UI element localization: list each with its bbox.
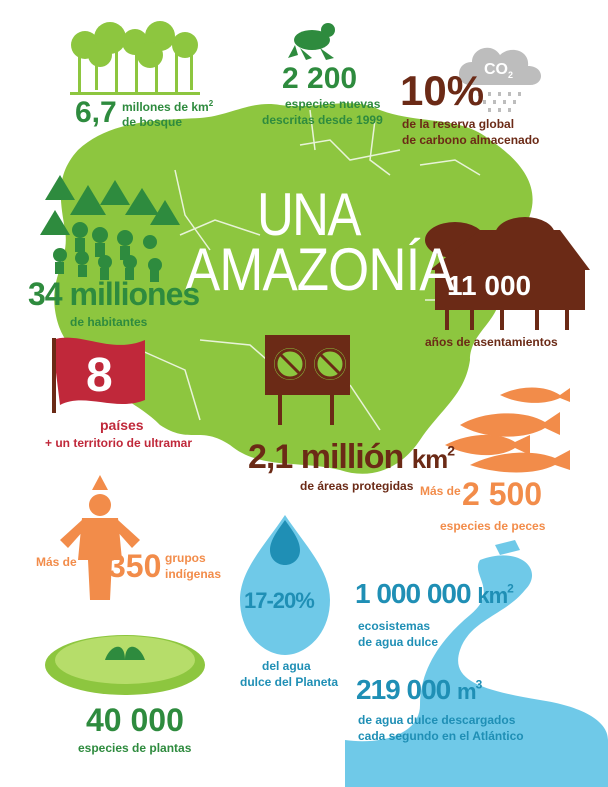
settlements-value: 11 000 xyxy=(447,270,532,301)
inhabitants-value: 34 milliones xyxy=(28,276,200,312)
river-icon xyxy=(345,540,608,787)
freshwater-label2: de agua dulce xyxy=(358,635,439,649)
plants-value: 40 000 xyxy=(86,702,184,738)
protected-number: 2,1 millión xyxy=(248,438,404,476)
title-line2: AMAZONÍA xyxy=(185,236,455,303)
discharge-sup: 3 xyxy=(475,677,483,692)
countries-label2: + un territorio de ultramar xyxy=(45,436,193,450)
title-line1: UNA xyxy=(257,181,361,248)
indigenous-label2: indígenas xyxy=(165,567,222,581)
freshwater-label1: ecosistemas xyxy=(358,619,431,633)
indigenous-person-icon xyxy=(60,475,140,600)
protected-value: 2,1 millión km2 xyxy=(248,438,455,476)
carbon-label2: de carbono almacenado xyxy=(402,133,540,147)
co2-cloud-icon xyxy=(458,47,542,112)
protected-unit: km xyxy=(411,444,449,474)
species-label1: especies nuevas xyxy=(285,97,381,111)
freshwater-value: 1 000 000 km2 xyxy=(355,578,514,609)
forest-label1-text: millones de km xyxy=(122,100,209,114)
discharge-number: 219 000 xyxy=(356,674,451,705)
water-drop-icon xyxy=(240,515,330,655)
water-label1: del agua xyxy=(262,659,311,673)
no-hunting-sign-icon xyxy=(265,335,350,425)
carbon-value: 10% xyxy=(400,67,485,114)
people-forest-icon xyxy=(40,175,180,282)
fish-icon xyxy=(445,387,570,473)
protected-label: de áreas protegidas xyxy=(300,479,414,493)
countries-label1: países xyxy=(100,417,144,433)
amazon-map xyxy=(54,103,533,474)
hut-icon xyxy=(425,217,590,330)
forest-sup: 2 xyxy=(208,99,214,108)
inhabitants-label: de habitantes xyxy=(70,315,148,329)
freshwater-unit: km xyxy=(477,583,508,608)
carbon-label1: de la reserva global xyxy=(402,117,515,131)
indigenous-value: 350 xyxy=(108,548,162,584)
co2-text: CO xyxy=(484,61,508,78)
freshwater-sup: 2 xyxy=(507,581,514,596)
forest-label1: millones de km2 xyxy=(122,99,214,114)
protected-sup: 2 xyxy=(447,442,455,459)
countries-value: 8 xyxy=(86,349,113,402)
water-label2: dulce del Planeta xyxy=(240,675,339,689)
discharge-label1: de agua dulce descargados xyxy=(358,713,516,727)
indigenous-prefix: Más de xyxy=(36,555,77,569)
fish-label: especies de peces xyxy=(440,519,546,533)
species-value: 2 200 xyxy=(282,62,358,95)
plants-label: especies de plantas xyxy=(78,741,192,755)
water-value: 17-20% xyxy=(244,588,315,613)
settlements-label: años de asentamientos xyxy=(425,335,558,349)
discharge-value: 219 000 m3 xyxy=(356,674,483,705)
fish-prefix: Más de xyxy=(420,484,461,498)
fish-value: 2 500 xyxy=(462,476,543,512)
tree-icon xyxy=(70,21,200,95)
co2-cloud-label: CO2 xyxy=(484,62,513,80)
co2-sub: 2 xyxy=(508,70,514,81)
freshwater-number: 1 000 000 xyxy=(355,578,472,609)
flag-icon xyxy=(52,337,145,413)
indigenous-label1: grupos xyxy=(165,551,206,565)
discharge-label2: cada segundo en el Atlántico xyxy=(358,729,524,743)
water-lily-icon xyxy=(45,635,205,695)
frog-icon xyxy=(288,23,335,60)
discharge-unit: m xyxy=(457,679,477,704)
forest-label2: de bosque xyxy=(122,115,183,129)
species-label2: descritas desde 1999 xyxy=(262,113,383,127)
forest-value: 6,7 xyxy=(75,96,117,129)
